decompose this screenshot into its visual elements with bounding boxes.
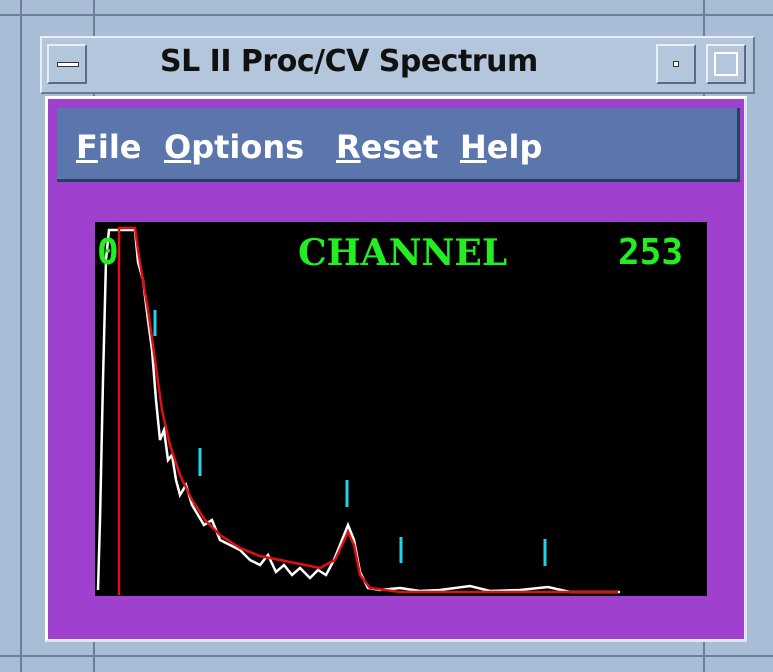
spectrum-graph (96, 226, 620, 595)
spectrum-data (96, 228, 620, 594)
button-icon (673, 61, 679, 67)
menu-options[interactable]: Options (164, 128, 305, 166)
spectrum-fit (117, 226, 618, 595)
channel-value: 253 (618, 232, 684, 273)
menu-help[interactable]: Help (460, 128, 543, 166)
menu-file[interactable]: File (76, 128, 142, 166)
button-icon (57, 62, 79, 67)
channel-start-label: 0 (97, 232, 119, 273)
frame-line (0, 655, 773, 657)
channel-label: CHANNEL (298, 232, 508, 274)
menu-bar (57, 108, 740, 182)
minimize-button[interactable] (656, 44, 696, 84)
peak-markers (153, 310, 547, 566)
menu-reset[interactable]: Reset (336, 128, 439, 166)
maximize-button[interactable] (706, 44, 746, 84)
window-title: SL II Proc/CV Spectrum (160, 44, 538, 79)
frame-line (0, 14, 773, 16)
spectrum-plot (95, 222, 707, 596)
frame-line (20, 0, 22, 672)
button-icon (714, 52, 738, 76)
title-bar (40, 36, 755, 94)
window-menu-button[interactable] (47, 44, 87, 84)
